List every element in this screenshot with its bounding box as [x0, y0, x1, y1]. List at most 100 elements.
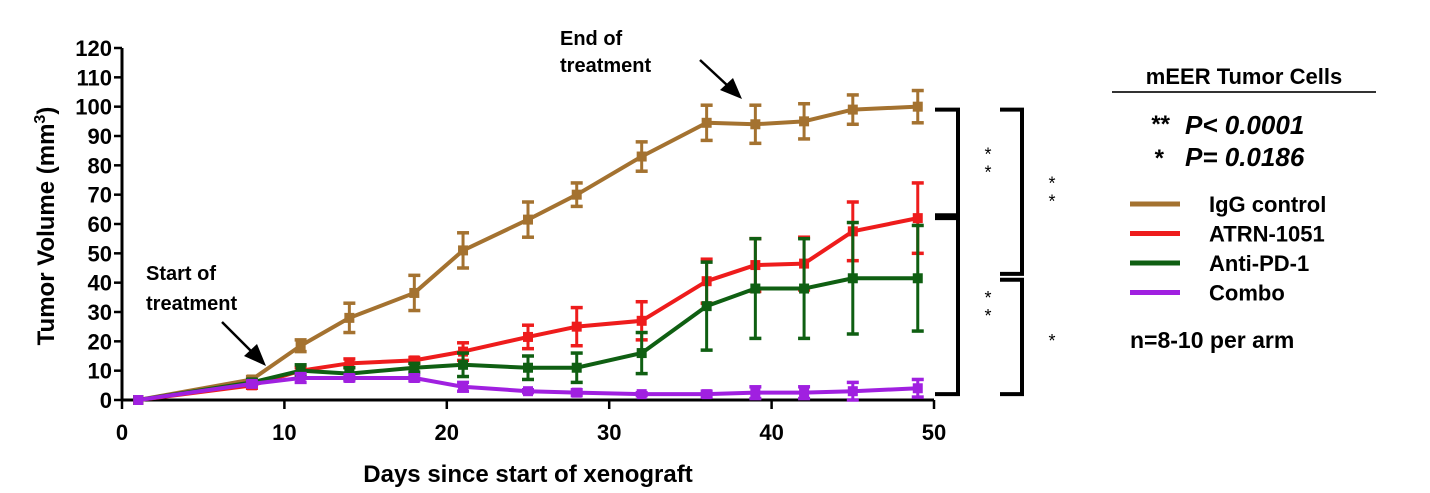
data-point: [799, 116, 810, 127]
x-tick-label: 10: [272, 420, 296, 445]
data-point: [571, 362, 582, 373]
series-anti-pd-1: [133, 220, 924, 405]
y-tick-label: 10: [88, 359, 112, 384]
significance-mark: *: [984, 144, 991, 164]
legend: mEER Tumor Cells ** P< 0.0001 * P= 0.018…: [1112, 64, 1376, 353]
data-point: [847, 386, 858, 397]
data-point: [799, 283, 810, 294]
x-tick-label: 0: [116, 420, 128, 445]
data-point: [636, 348, 647, 359]
significance-brackets: *******: [935, 107, 1056, 397]
series-combo: [133, 371, 924, 405]
svg-text:Start of: Start of: [146, 263, 216, 285]
svg-text:**: **: [1151, 111, 1170, 138]
data-point: [750, 283, 761, 294]
y-tick-label: 20: [88, 329, 112, 354]
significance-mark: *: [1048, 192, 1055, 212]
legend-item: ATRN-1051: [1130, 222, 1325, 247]
legend-title: mEER Tumor Cells: [1146, 64, 1342, 89]
data-point: [701, 117, 712, 128]
y-tick-label: 40: [88, 271, 112, 296]
data-point: [636, 151, 647, 162]
data-point: [523, 362, 533, 373]
x-tick-label: 20: [435, 420, 459, 445]
start-arrow-icon: [221, 321, 253, 353]
data-point: [344, 373, 355, 383]
significance-mark: *: [984, 306, 991, 326]
svg-text:P= 0.0186: P= 0.0186: [1185, 142, 1305, 172]
series-line: [137, 376, 918, 402]
pvalue-2: * P= 0.0186: [1155, 142, 1305, 172]
data-point: [636, 389, 647, 400]
svg-text:treatment: treatment: [560, 55, 651, 77]
y-tick-label: 30: [88, 300, 112, 325]
pvalue-1: ** P< 0.0001: [1151, 110, 1304, 140]
data-point: [912, 273, 923, 284]
significance-mark: *: [984, 288, 991, 308]
data-point: [523, 331, 533, 342]
y-tick-label: 50: [88, 241, 112, 266]
data-point: [246, 378, 257, 389]
data-point: [295, 373, 306, 383]
y-tick-label: 0: [100, 388, 112, 413]
y-tick-label: 120: [75, 36, 112, 61]
y-tick-label: 110: [77, 65, 113, 90]
data-point: [523, 386, 533, 397]
legend-item: Combo: [1130, 281, 1285, 306]
data-point: [409, 355, 420, 366]
series-marks: [133, 88, 924, 405]
significance-mark: *: [1048, 331, 1055, 351]
legend-label: Anti-PD-1: [1209, 251, 1309, 276]
data-point: [750, 387, 761, 398]
significance-bracket: **: [935, 216, 992, 397]
significance-mark: *: [1048, 174, 1055, 194]
data-point: [458, 381, 469, 392]
sample-size-note: n=8-10 per arm: [1130, 327, 1294, 353]
x-tick-label: 30: [597, 420, 621, 445]
series-line: [137, 276, 918, 402]
data-point: [295, 340, 306, 351]
data-point: [799, 387, 810, 398]
data-point: [458, 245, 469, 256]
data-point: [523, 214, 533, 225]
data-point: [847, 273, 858, 284]
end-of-treatment-annotation: End of treatment: [560, 28, 742, 99]
data-point: [571, 189, 582, 200]
y-tick-label: 70: [88, 183, 112, 208]
data-point: [750, 119, 761, 130]
data-point: [701, 301, 712, 312]
start-of-treatment-annotation: Start of treatment: [146, 263, 266, 366]
data-point: [344, 358, 355, 369]
data-point: [912, 213, 923, 224]
data-point: [636, 315, 647, 326]
data-point: [912, 383, 923, 394]
y-tick-label: 60: [88, 212, 112, 237]
data-point: [344, 312, 355, 323]
significance-bracket: **: [935, 107, 992, 218]
svg-text:treatment: treatment: [146, 293, 237, 315]
data-point: [295, 365, 306, 376]
data-point: [571, 321, 582, 332]
significance-bracket: **: [1000, 107, 1056, 276]
legend-label: IgG control: [1209, 192, 1326, 217]
legend-item: Anti-PD-1: [1130, 251, 1309, 276]
data-point: [409, 362, 420, 373]
axes: 0 10 20 30 40 50 60 70 80 90 100 110 120 0 10 20 30 40 50: [75, 36, 946, 445]
y-axis-label: Tumor Volume (mm3): [32, 107, 60, 346]
x-tick-label: 50: [922, 420, 946, 445]
significance-bracket: *: [1000, 277, 1056, 397]
y-tick-label: 80: [88, 153, 112, 178]
legend-item: IgG control: [1130, 192, 1326, 217]
y-tick-label: 90: [88, 124, 112, 149]
legend-label: Combo: [1209, 281, 1285, 306]
x-tick-label: 40: [759, 420, 783, 445]
data-point: [458, 359, 469, 370]
end-arrow-icon: [699, 59, 729, 87]
data-point: [912, 101, 923, 112]
series-line: [137, 104, 918, 402]
y-tick-label: 100: [75, 95, 112, 120]
significance-mark: *: [984, 162, 991, 182]
data-point: [133, 395, 144, 405]
legend-label: ATRN-1051: [1209, 222, 1325, 247]
